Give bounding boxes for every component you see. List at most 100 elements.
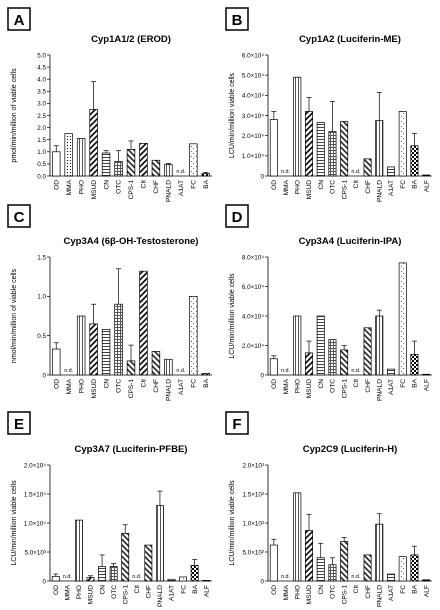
nd-annotation: n.d.	[351, 368, 360, 374]
y-tick-label: 5.0	[37, 52, 46, 59]
chart-panel-e: E Cyp3A7 (Luciferin-PFBE) LCU/min/million …	[7, 411, 212, 607]
chart-title: Cyp3A4 (Luciferin-IPA)	[299, 236, 402, 247]
bar-pho	[74, 519, 83, 582]
x-tick-label: ALF	[423, 585, 430, 597]
x-tick-label: MSUD	[91, 379, 98, 399]
x-tick-label: CN	[103, 379, 110, 389]
bar-otc	[109, 566, 118, 582]
bar-pnald	[375, 523, 384, 582]
x-tick-label: PNALD	[376, 180, 383, 202]
bar-pho	[76, 315, 86, 376]
panel-label: A	[14, 12, 25, 29]
x-tick-label: FC	[191, 379, 198, 388]
bar-msud	[89, 323, 98, 376]
bar-ba	[410, 145, 419, 177]
panel-label-box	[7, 204, 31, 228]
nd-annotation: n.d.	[64, 368, 73, 374]
bar-chf	[151, 159, 161, 177]
x-tick-label: PHO	[294, 180, 301, 194]
x-tick-label: BA	[203, 378, 210, 387]
x-tick-label: CN	[318, 379, 325, 389]
x-tick-label: PHO	[294, 379, 301, 393]
y-tick-label: 1.0	[37, 149, 46, 156]
y-tick-label: 4.0×10⁴	[242, 313, 264, 320]
bar-msud	[305, 352, 313, 376]
x-tick-label: FC	[180, 585, 187, 594]
x-tick-label: MMA	[283, 584, 290, 600]
x-tick-label: CHF	[365, 585, 372, 599]
bar-otc	[114, 161, 123, 177]
x-tick-label: CIt	[353, 180, 360, 189]
bar-od	[269, 119, 278, 177]
panel-label: D	[232, 209, 243, 226]
x-tick-label: BA	[203, 179, 210, 188]
x-tick-label: CPS-1	[128, 180, 135, 200]
x-tick-label: A1AT	[388, 180, 395, 196]
bar-od	[269, 544, 278, 582]
bar-pho	[293, 315, 302, 376]
nd-annotation: n.d.	[351, 574, 360, 580]
x-tick-label: MMA	[283, 378, 290, 394]
bar-fc	[189, 143, 198, 177]
y-axis-label: LCU/min/million viable cells	[229, 273, 236, 359]
y-axis-label: LCU/min/million viable cells	[11, 480, 18, 566]
bar-pnald	[375, 315, 384, 376]
x-tick-label: FC	[400, 379, 407, 388]
bar-cn	[101, 152, 111, 177]
x-tick-label: CHF	[146, 585, 153, 599]
chart-panel-f: F Cyp2C9 (Luciferin-H) LCU/min/million via…	[225, 411, 432, 607]
y-axis-label: pmol/min/million of viable cells	[11, 68, 18, 163]
chart-panel-a: A Cyp1A1/2 (EROD) pmol/min/million of viab…	[7, 7, 212, 202]
y-tick-label: 3.0	[37, 101, 46, 108]
x-tick-label: FC	[191, 180, 198, 189]
x-tick-label: OTC	[330, 180, 337, 194]
x-tick-label: MSUD	[306, 379, 313, 399]
bar-od	[51, 576, 60, 582]
bar-alf	[422, 373, 431, 376]
x-tick-label: PNALD	[166, 180, 173, 202]
nd-annotation: n.d.	[132, 574, 141, 580]
bar-pnald	[155, 505, 164, 582]
bar-pho	[76, 138, 86, 177]
x-tick-label: FC	[400, 180, 407, 189]
x-tick-label: CPS-1	[341, 585, 348, 605]
x-tick-label: CN	[99, 585, 106, 595]
x-tick-label: MMA	[66, 179, 73, 195]
x-tick-label: BA	[412, 584, 419, 593]
y-axis-label: nmol/min/million of viable cells	[11, 268, 18, 363]
bar-cn	[316, 122, 325, 177]
bar-fc	[179, 576, 188, 582]
chart-title: Cyp2C9 (Luciferin-H)	[303, 444, 397, 455]
bar-msud	[305, 111, 313, 177]
y-tick-label: 0	[260, 173, 264, 180]
y-axis-label: LCU/min/million viable cells	[229, 72, 236, 158]
bar-ba	[201, 373, 210, 376]
panel-label-box	[225, 204, 249, 228]
bar-mma	[64, 133, 73, 177]
panel-label-box	[7, 7, 31, 31]
chart-title: Cyp1A1/2 (EROD)	[91, 34, 171, 45]
y-tick-label: 2.0×10⁴	[242, 133, 264, 140]
bar-alf	[422, 174, 431, 177]
y-tick-label: 1.5	[37, 254, 46, 261]
y-tick-label: 1.5	[37, 137, 46, 144]
bar-cps-1	[340, 541, 349, 582]
bar-ba	[201, 173, 210, 177]
bar-cit	[139, 142, 148, 177]
x-tick-label: CN	[318, 585, 325, 595]
bar-pho	[293, 492, 302, 582]
x-tick-label: PHO	[78, 379, 85, 393]
y-tick-label: 5.0×10⁴	[242, 72, 264, 79]
chart-panel-b: B Cyp1A2 (Luciferin-ME) LCU/min/million vi…	[225, 7, 432, 202]
y-tick-label: 2.0	[37, 125, 46, 132]
x-tick-label: PNALD	[157, 585, 164, 607]
x-tick-label: A1AT	[178, 180, 185, 196]
bar-otc	[328, 564, 337, 582]
chart-panel-d: D Cyp3A4 (Luciferin-IPA) LCU/min/million v…	[225, 204, 432, 401]
x-tick-label: ALF	[423, 379, 430, 391]
bar-alf	[422, 579, 431, 582]
y-tick-label: 1.0×10⁴	[242, 153, 264, 160]
bar-fc	[189, 295, 198, 376]
x-tick-label: CHF	[153, 379, 160, 393]
